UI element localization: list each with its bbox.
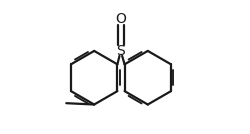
Text: O: O bbox=[115, 12, 126, 26]
Text: S: S bbox=[116, 44, 125, 58]
